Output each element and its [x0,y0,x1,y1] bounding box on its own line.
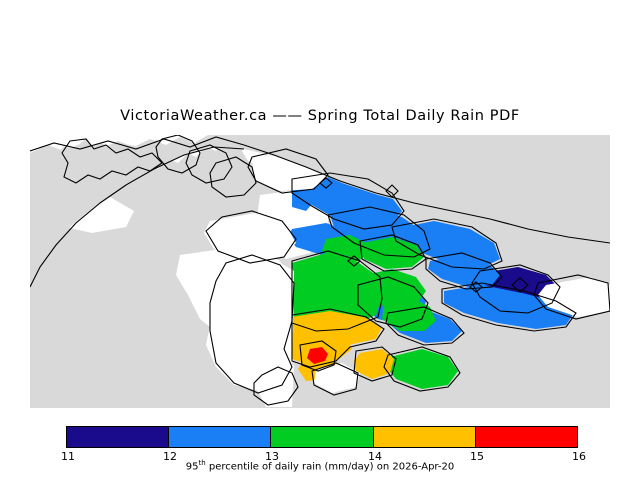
coast-long-inlet [247,148,329,194]
figure-title: VictoriaWeather.ca —— Spring Total Daily… [120,108,520,124]
coast-red-islet [299,340,337,372]
coast-navy-core [471,264,561,314]
coast-mid-inlet [205,210,297,264]
colorbar-tick-4: 15 [470,450,484,463]
region-green-south-islet [386,349,458,389]
coast-saanich-inlet [209,254,295,394]
colorbar [66,426,581,451]
coast-mid-green-island [357,276,429,328]
region-orange-islet [354,349,394,379]
caption-prefix: 95 [185,461,199,473]
coast-orange-peninsula [291,308,385,368]
coast-continental-upper [30,136,610,244]
colorbar-tick-0: 11 [61,450,75,463]
region-green-mid-b [382,297,436,331]
marker-diamond-east [469,281,483,293]
coast-green-north-islet [359,234,427,272]
coast-east-strait [533,274,610,320]
coast-green-peninsula [291,250,383,332]
coast-upper-island-b [185,144,233,184]
marker-diamond-central [347,255,361,267]
region-blue-central-a [394,221,500,267]
caption-ordinal-suffix: th [198,459,206,467]
water-south-harbour [258,365,294,407]
marker-diamond-southeast [511,277,529,293]
water-south-bay [314,363,360,393]
marker-diamond-left [319,177,333,189]
region-red-islet-core [307,347,328,364]
region-blue-central-b [428,255,500,287]
rain-field-regions [288,175,574,389]
region-green-north-islet [362,237,424,269]
coast-blue-north [291,172,405,230]
coast-blue-central [391,218,503,270]
coast-south-bay [311,362,359,396]
coast-blue-central-b [425,252,503,290]
colorbar-tick-3: 14 [368,450,382,463]
region-blue-southeast-ring [444,285,574,329]
water-mid-inlet [204,213,296,261]
colorbar-tick-5: 16 [572,450,586,463]
coastlines [30,135,610,406]
landmass-group [30,135,610,285]
coast-continental-lower [30,146,245,288]
caption-rest: percentile of daily rain (mm/day) on 202… [205,461,455,473]
coast-island-nw-tip [61,138,163,184]
water-saanich-inlet [210,257,294,381]
colorbar-segment-11-12 [67,427,170,447]
colorbar-track [66,426,578,448]
coast-south-peninsula [253,366,299,406]
colorbar-segment-12-13 [169,427,272,447]
coast-south-blue-island [385,306,465,346]
map-svg [30,135,610,408]
marker-diamond-north [385,184,399,198]
coast-orange-islet [353,346,397,382]
land-continental-shelf [30,135,610,285]
colorbar-tick-1: 12 [163,450,177,463]
coast-upper-island-c [209,156,257,198]
colorbar-segment-13-14 [271,427,374,447]
coast-blue-southeast [441,282,577,332]
map-panel [30,135,610,408]
region-green-small-a [322,235,370,261]
coast-green-south-islet [383,346,461,392]
colorbar-segment-14-15 [373,427,476,447]
colorbar-segment-15-16 [475,427,578,447]
colorbar-tick-2: 13 [265,450,279,463]
colorbar-caption: 95th percentile of daily rain (mm/day) o… [0,459,640,472]
water-east-strait [538,277,610,317]
